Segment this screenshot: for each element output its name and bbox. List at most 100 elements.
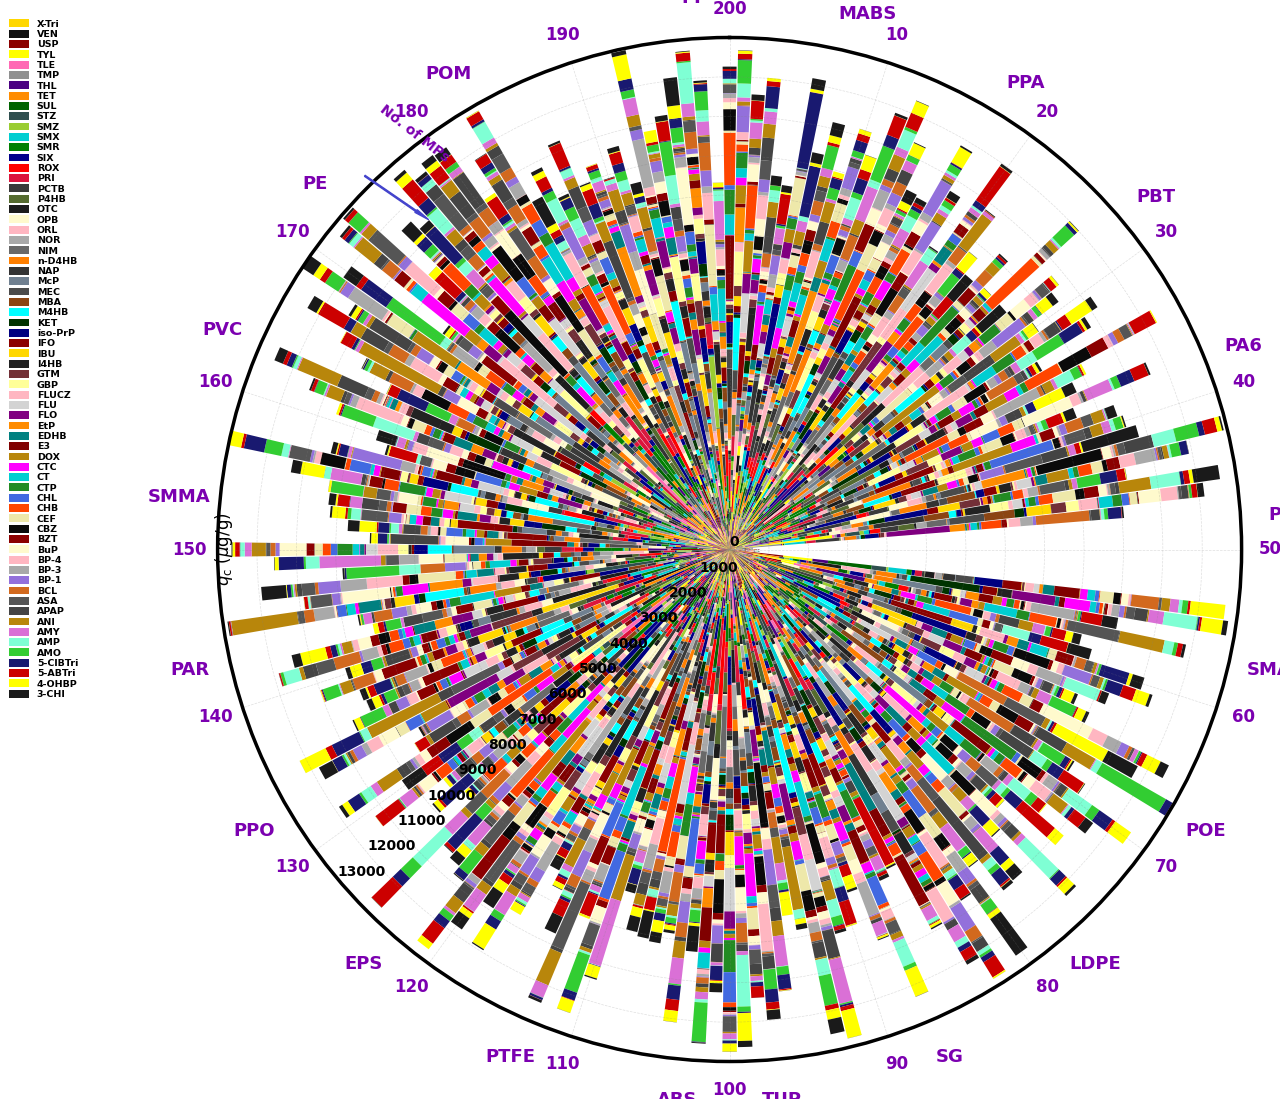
Bar bbox=[696, 241, 707, 265]
Bar bbox=[831, 277, 841, 288]
Bar bbox=[726, 814, 733, 830]
Bar bbox=[691, 506, 709, 526]
Bar bbox=[768, 562, 776, 565]
Bar bbox=[776, 522, 787, 529]
Bar bbox=[895, 607, 899, 612]
Bar bbox=[997, 423, 1015, 437]
Bar bbox=[1101, 509, 1105, 520]
Bar bbox=[384, 312, 392, 322]
Bar bbox=[754, 502, 756, 503]
Bar bbox=[338, 280, 347, 292]
Bar bbox=[753, 493, 755, 496]
Bar bbox=[837, 750, 844, 752]
Bar bbox=[719, 323, 726, 332]
Bar bbox=[570, 626, 575, 633]
Bar bbox=[904, 457, 906, 463]
Bar bbox=[809, 410, 826, 431]
Bar bbox=[590, 632, 598, 640]
Bar bbox=[763, 313, 771, 315]
Bar bbox=[614, 370, 623, 380]
Bar bbox=[396, 586, 403, 597]
Bar bbox=[685, 691, 690, 696]
Bar bbox=[742, 506, 745, 507]
Bar bbox=[703, 526, 705, 530]
Bar bbox=[1180, 485, 1189, 499]
Bar bbox=[477, 246, 493, 262]
Bar bbox=[694, 874, 704, 876]
Bar bbox=[762, 459, 767, 466]
Bar bbox=[694, 875, 704, 877]
Bar bbox=[777, 632, 781, 635]
Bar bbox=[1002, 774, 1009, 781]
Bar bbox=[342, 755, 349, 767]
Bar bbox=[717, 581, 718, 582]
Bar bbox=[754, 569, 765, 579]
Bar bbox=[730, 545, 733, 550]
Bar bbox=[687, 635, 690, 637]
Bar bbox=[840, 187, 852, 198]
Bar bbox=[841, 630, 844, 633]
Bar bbox=[492, 263, 509, 281]
Bar bbox=[756, 645, 762, 654]
Bar bbox=[589, 891, 599, 896]
Bar bbox=[678, 532, 694, 539]
Bar bbox=[475, 537, 483, 545]
Bar bbox=[689, 396, 692, 398]
Bar bbox=[529, 475, 532, 481]
Bar bbox=[502, 496, 508, 503]
Bar bbox=[849, 166, 859, 170]
Bar bbox=[425, 736, 431, 745]
Bar bbox=[814, 451, 818, 454]
Bar bbox=[886, 678, 890, 684]
Bar bbox=[612, 163, 626, 174]
Bar bbox=[911, 220, 928, 236]
Bar bbox=[773, 244, 782, 245]
Bar bbox=[810, 807, 823, 825]
Bar bbox=[483, 137, 497, 149]
Bar bbox=[814, 378, 819, 380]
Bar bbox=[819, 918, 831, 925]
Bar bbox=[603, 642, 617, 655]
Bar bbox=[1050, 685, 1055, 693]
Bar bbox=[859, 507, 872, 514]
Bar bbox=[790, 370, 796, 376]
Bar bbox=[1015, 333, 1025, 344]
Bar bbox=[614, 291, 622, 295]
Bar bbox=[844, 197, 861, 221]
Bar bbox=[873, 470, 882, 478]
Bar bbox=[1133, 751, 1139, 763]
Bar bbox=[543, 480, 556, 489]
Bar bbox=[552, 682, 557, 688]
Bar bbox=[687, 488, 690, 489]
Bar bbox=[521, 313, 529, 321]
Bar bbox=[548, 317, 554, 322]
Bar bbox=[639, 596, 660, 611]
Bar bbox=[705, 535, 710, 539]
Bar bbox=[819, 836, 835, 859]
Bar bbox=[538, 622, 540, 628]
Bar bbox=[663, 650, 672, 660]
Bar bbox=[626, 914, 641, 932]
Bar bbox=[608, 421, 616, 429]
Bar bbox=[741, 577, 744, 580]
Bar bbox=[669, 387, 673, 389]
Bar bbox=[1178, 600, 1183, 613]
Bar bbox=[650, 491, 654, 495]
Bar bbox=[891, 600, 952, 624]
Bar bbox=[787, 734, 792, 736]
Bar bbox=[591, 403, 596, 408]
Bar bbox=[698, 135, 709, 137]
Bar bbox=[649, 253, 659, 258]
Bar bbox=[1142, 755, 1161, 774]
Bar bbox=[504, 626, 508, 633]
Bar bbox=[842, 454, 845, 457]
Bar bbox=[298, 611, 306, 624]
Bar bbox=[947, 259, 956, 266]
Bar bbox=[623, 647, 644, 670]
Bar bbox=[748, 501, 750, 502]
Bar bbox=[498, 801, 509, 812]
Bar bbox=[628, 548, 631, 551]
Bar bbox=[982, 819, 991, 826]
Bar bbox=[622, 442, 625, 445]
Bar bbox=[884, 509, 928, 522]
